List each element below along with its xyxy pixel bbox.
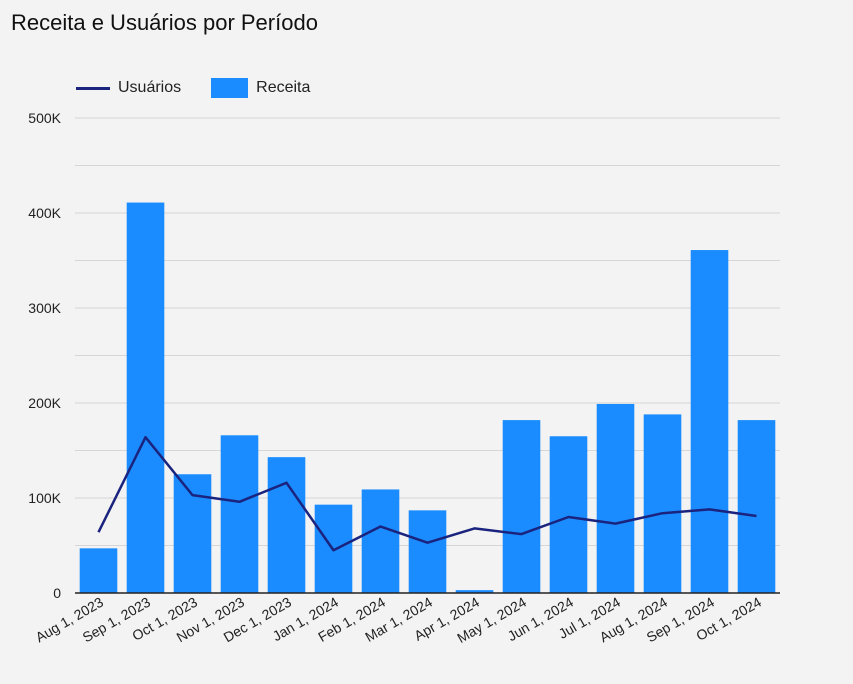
bar-receita[interactable] — [126, 202, 165, 594]
legend: Usuários Receita — [76, 76, 340, 100]
legend-label-receita: Receita — [256, 79, 311, 96]
bar-receita[interactable] — [455, 590, 494, 593]
y-tick-label: 400K — [28, 205, 61, 221]
bar-receita[interactable] — [361, 489, 400, 593]
bars-receita — [79, 202, 776, 594]
bar-receita[interactable] — [267, 457, 306, 593]
bar-receita[interactable] — [596, 403, 635, 593]
legend-item-usuarios[interactable]: Usuários — [76, 79, 181, 97]
bar-receita[interactable] — [737, 420, 776, 593]
line-usuarios — [97, 435, 757, 552]
y-axis-ticks: 0 100K 200K 300K 400K 500K — [28, 110, 61, 601]
series-line-usuarios[interactable] — [97, 435, 757, 552]
bar-receita[interactable] — [549, 436, 588, 593]
bar-receita[interactable] — [79, 548, 118, 593]
y-tick-label: 100K — [28, 490, 61, 506]
legend-bar-swatch — [211, 78, 249, 98]
legend-label-usuarios: Usuários — [118, 79, 182, 96]
bar-receita[interactable] — [643, 414, 682, 593]
legend-item-receita[interactable]: Receita — [211, 78, 310, 98]
y-tick-label: 500K — [28, 110, 61, 126]
bar-receita[interactable] — [220, 435, 259, 593]
bar-receita[interactable] — [502, 420, 541, 593]
y-tick-label: 200K — [28, 395, 61, 411]
y-tick-label: 0 — [53, 585, 61, 601]
bar-receita[interactable] — [408, 510, 447, 593]
bar-receita[interactable] — [173, 474, 212, 593]
chart-title: Receita e Usuários por Período — [11, 10, 318, 35]
y-tick-label: 300K — [28, 300, 61, 316]
legend-line-swatch — [76, 86, 110, 90]
bar-receita[interactable] — [690, 250, 729, 594]
